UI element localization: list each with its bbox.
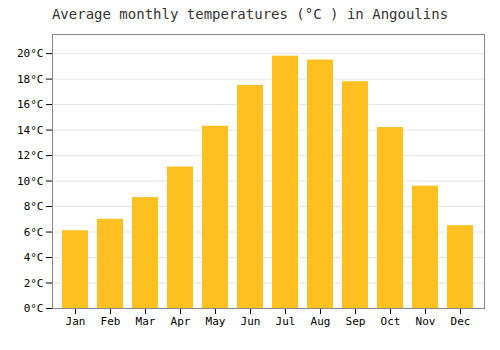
html-text:Average monthly temperatures (: Average monthly temperatures (°C ) in An… [51,6,449,22]
svg-text:Jul: Jul [276,315,296,328]
svg-text:18°C: 18°C [17,73,44,86]
svg-text:14°C: 14°C [17,124,44,137]
svg-text:Jan: Jan [66,315,86,328]
svg-text:4°C: 4°C [24,251,44,264]
svg-text:Nov: Nov [416,315,436,328]
svg-text:Aug: Aug [311,315,331,328]
svg-text:20°C: 20°C [17,47,44,60]
svg-text:Feb: Feb [101,315,121,328]
svg-text:16°C: 16°C [17,98,44,111]
svg-text:Mar: Mar [136,315,156,328]
svg-text:Jun: Jun [241,315,261,328]
svg-text:12°C: 12°C [17,149,44,162]
svg-text:2°C: 2°C [24,277,44,290]
svg-text:Dec: Dec [451,315,471,328]
svg-text:Apr: Apr [171,315,191,328]
svg-text:0°C: 0°C [24,302,44,315]
svg-text:Oct: Oct [381,315,401,328]
svg-text:8°C: 8°C [24,200,44,213]
svg-text:6°C: 6°C [24,226,44,239]
svg-text:Sep: Sep [346,315,366,328]
svg-text:May: May [206,315,226,328]
svg-text:10°C: 10°C [17,175,44,188]
